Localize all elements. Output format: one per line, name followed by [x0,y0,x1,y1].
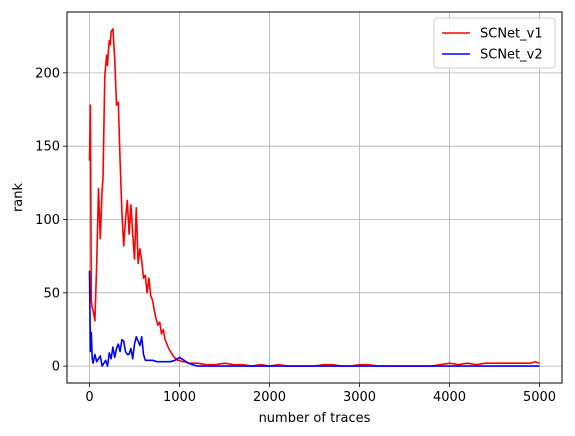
series-line-scnet-v2 [88,270,540,367]
x-tick-label: 5000 [523,390,556,405]
grid-lines [67,12,562,383]
x-tick-label: 1000 [163,390,196,405]
x-axis-label: number of traces [259,411,371,426]
y-tick-label: 150 [35,140,60,155]
legend-label: SCNet_v2 [480,48,543,63]
x-tick-label: 4000 [433,390,466,405]
legend-label: SCNet_v1 [480,27,543,42]
x-tick-label: 0 [85,390,93,405]
axis-ticks: 0 1000 2000 3000 4000 5000 0 50 100 150 200 [35,66,556,405]
y-tick-label: 0 [52,360,60,375]
plot-frame [66,11,563,384]
y-axis-label: rank [11,182,26,212]
series-line-scnet-v1 [88,28,540,367]
legend-box [433,17,556,69]
y-tick-label: 50 [43,286,60,301]
y-tick-label: 100 [35,213,60,228]
y-tick-label: 200 [35,66,60,81]
x-tick-label: 2000 [253,390,286,405]
x-tick-label: 3000 [343,390,376,405]
series-lines [88,28,540,367]
legend: SCNet_v1 SCNet_v2 [433,17,556,69]
